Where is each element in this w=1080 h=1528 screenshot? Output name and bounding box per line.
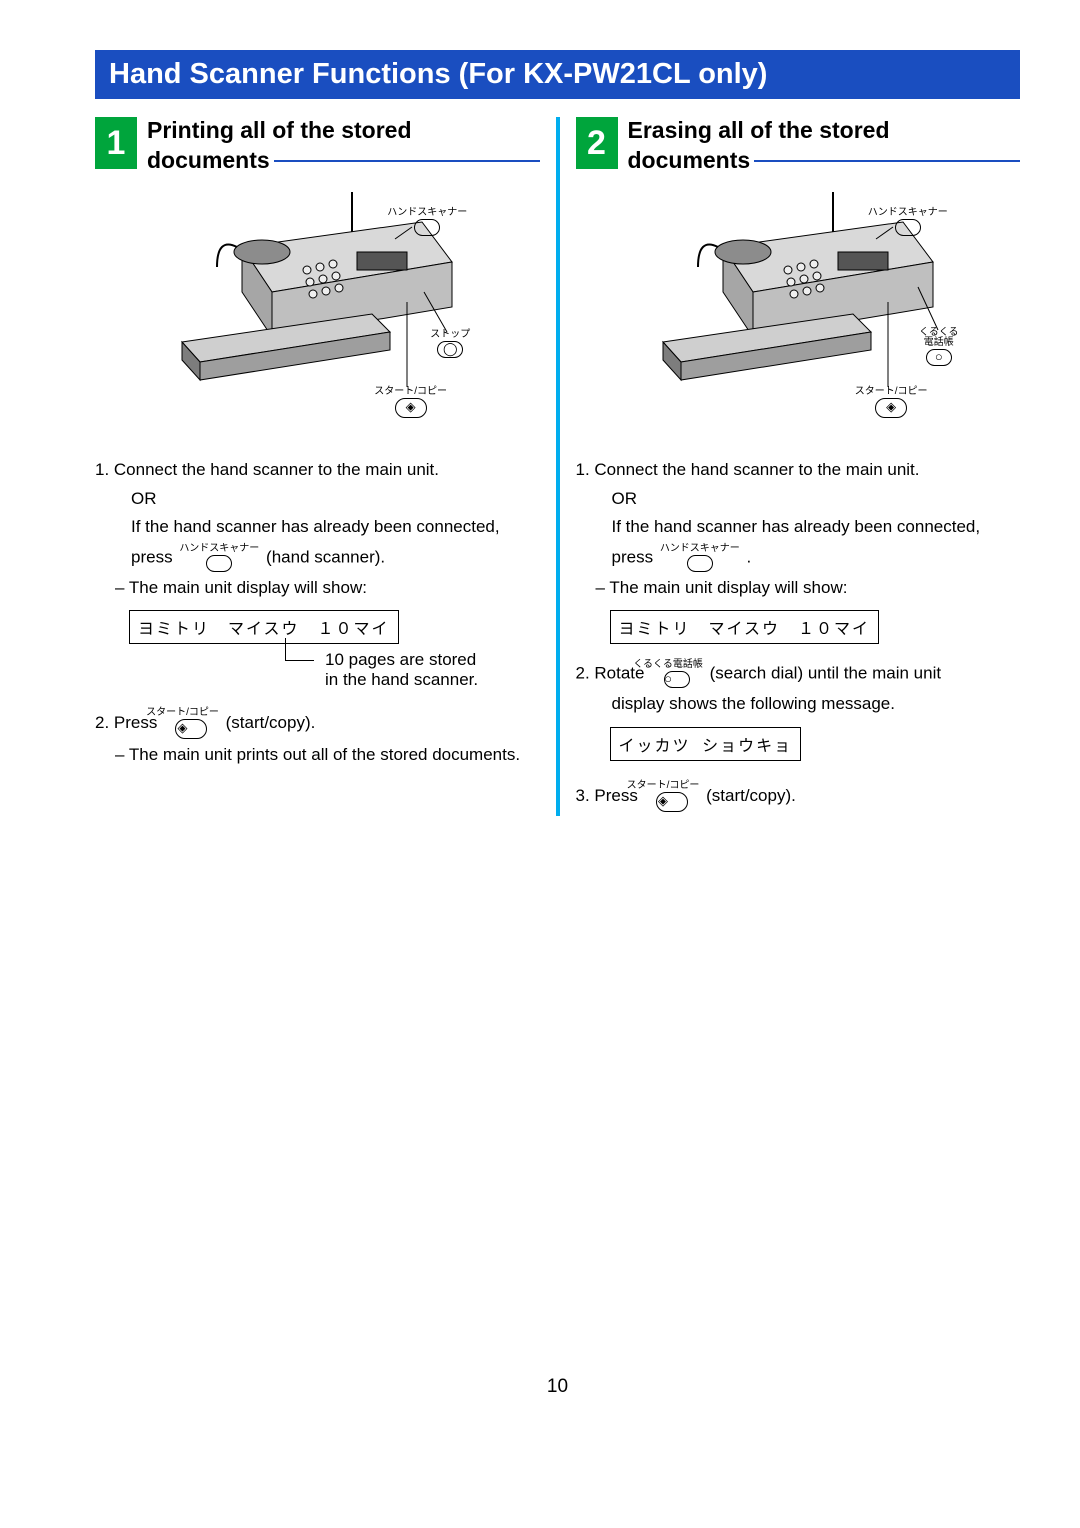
start-copy-button-icon: ◈ xyxy=(875,398,907,418)
dial-button-icon: ○ xyxy=(926,349,952,366)
step-text: – The main unit display will show: xyxy=(610,576,1021,601)
section-title-line1: Printing all of the stored xyxy=(147,117,412,143)
lcd-display: ヨミトリ マイスウ １０マイ xyxy=(610,610,880,644)
step-text: (start/copy). xyxy=(706,786,796,805)
step-text: 1. Connect the hand scanner to the main … xyxy=(594,458,1021,483)
step-text: press xyxy=(131,547,173,566)
label-start-copy: スタート/コピー xyxy=(374,387,447,397)
btn-caption: ハンドスキャナー xyxy=(660,544,740,554)
step-text: press xyxy=(612,547,654,566)
btn-caption: スタート/コピー xyxy=(164,708,219,718)
section-number-badge: 1 xyxy=(95,117,137,169)
step-text: (hand scanner). xyxy=(266,547,385,566)
step-text: OR xyxy=(612,487,1021,512)
section-title-line2: documents xyxy=(628,147,751,173)
hand-scanner-button-icon xyxy=(206,555,232,572)
callout-text: 10 pages are stored xyxy=(325,650,476,669)
step-text: 1. Connect the hand scanner to the main … xyxy=(113,458,540,483)
start-copy-button-icon: ◈ xyxy=(175,719,207,739)
hand-scanner-button-icon xyxy=(414,219,440,236)
dial-button-icon: ○ xyxy=(664,671,690,688)
start-copy-button-icon: ◈ xyxy=(656,792,688,812)
device-illustration-left: ハンドスキャナー ストップ ◯ スタート/コピー ◈ xyxy=(95,192,540,432)
step-text: . xyxy=(747,547,752,566)
stop-button-icon: ◯ xyxy=(437,341,463,358)
label-stop: ストップ xyxy=(430,330,470,340)
callout-text: in the hand scanner. xyxy=(325,670,478,689)
step-text: OR xyxy=(131,487,540,512)
btn-caption: スタート/コピー xyxy=(645,781,700,791)
btn-caption: くるくる電話帳 xyxy=(651,660,703,670)
label-hand-scanner: ハンドスキャナー xyxy=(868,208,948,218)
step-text: If the hand scanner has already been con… xyxy=(612,515,1021,540)
page-number: 10 xyxy=(95,1376,1020,1398)
section-rule xyxy=(754,160,1020,162)
section-rule xyxy=(274,160,540,162)
label-start-copy: スタート/コピー xyxy=(855,387,928,397)
step-text: (start/copy). xyxy=(226,713,316,732)
step-text: – The main unit display will show: xyxy=(129,576,540,601)
btn-caption: ハンドスキャナー xyxy=(179,544,259,554)
lcd-display: ヨミトリ マイスウ １０マイ xyxy=(129,610,399,644)
lcd-display: イッカツ ショウキョ xyxy=(610,727,802,761)
section-printing: 1 Printing all of the stored documents xyxy=(95,117,558,816)
step-text: – The main unit prints out all of the st… xyxy=(129,743,540,768)
step-text: display shows the following message. xyxy=(612,692,1021,717)
section-number-badge: 2 xyxy=(576,117,618,169)
start-copy-button-icon: ◈ xyxy=(395,398,427,418)
section-title-line1: Erasing all of the stored xyxy=(628,117,890,143)
section-erasing: 2 Erasing all of the stored documents xyxy=(558,117,1021,816)
label-dial: くるくる電話帳 xyxy=(915,328,963,348)
section-title-line2: documents xyxy=(147,147,270,173)
hand-scanner-button-icon xyxy=(895,219,921,236)
step-text: (search dial) until the main unit xyxy=(710,664,942,683)
page-title: Hand Scanner Functions (For KX-PW21CL on… xyxy=(95,50,1020,99)
hand-scanner-button-icon xyxy=(687,555,713,572)
step-text: If the hand scanner has already been con… xyxy=(131,515,540,540)
device-illustration-right: ハンドスキャナー くるくる電話帳 ○ スタート/コピー ◈ xyxy=(576,192,1021,432)
label-hand-scanner: ハンドスキャナー xyxy=(387,208,467,218)
